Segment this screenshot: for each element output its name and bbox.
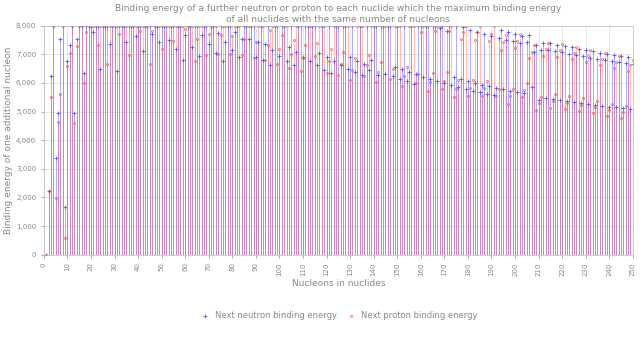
Next proton binding energy xyxy=(384,24,392,28)
Next proton binding energy xyxy=(280,24,288,28)
Y-axis label: Binding energy of one additional nucleon: Binding energy of one additional nucleon xyxy=(4,47,13,234)
Next proton binding energy xyxy=(49,24,57,28)
Next neutron binding energy xyxy=(608,59,616,63)
Next neutron binding energy xyxy=(629,62,637,66)
Next proton binding energy xyxy=(141,24,149,28)
X-axis label: Nucleons in nuclides: Nucleons in nuclides xyxy=(292,279,385,288)
Next neutron binding energy xyxy=(450,75,458,79)
Next neutron binding energy xyxy=(141,24,149,28)
Next proton binding energy xyxy=(450,95,458,99)
Next neutron binding energy xyxy=(49,24,57,28)
Next proton binding energy xyxy=(629,58,637,62)
Line: Next proton binding energy: Next proton binding energy xyxy=(45,25,634,256)
Line: Next neutron binding energy: Next neutron binding energy xyxy=(44,24,635,257)
Next neutron binding energy xyxy=(42,253,50,257)
Legend: Next neutron binding energy, Next proton binding energy: Next neutron binding energy, Next proton… xyxy=(196,308,481,324)
Next neutron binding energy xyxy=(384,24,392,28)
Next neutron binding energy xyxy=(280,24,288,28)
Next proton binding energy xyxy=(287,52,295,56)
Next neutron binding energy xyxy=(287,24,295,28)
Next proton binding energy xyxy=(42,253,50,257)
Title: Binding energy of a further neutron or proton to each nuclide which the maximum : Binding energy of a further neutron or p… xyxy=(115,4,561,24)
Next proton binding energy xyxy=(608,101,616,105)
